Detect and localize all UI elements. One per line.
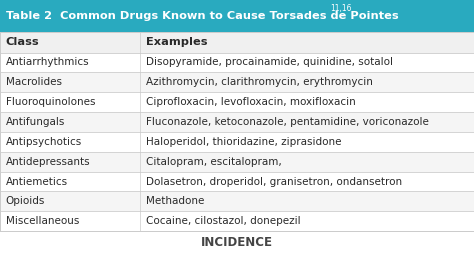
Text: Methadone: Methadone xyxy=(146,196,204,207)
Bar xyxy=(0,132,474,152)
Text: Disopyramide, procainamide, quinidine, sotalol: Disopyramide, procainamide, quinidine, s… xyxy=(146,57,392,68)
Text: Cocaine, cilostazol, donepezil: Cocaine, cilostazol, donepezil xyxy=(146,216,300,226)
Text: Antidepressants: Antidepressants xyxy=(6,157,91,167)
Bar xyxy=(0,112,474,132)
Text: Fluoroquinolones: Fluoroquinolones xyxy=(6,97,95,107)
Text: Azithromycin, clarithromycin, erythromycin: Azithromycin, clarithromycin, erythromyc… xyxy=(146,77,373,87)
Text: Antipsychotics: Antipsychotics xyxy=(6,137,82,147)
Text: 11,16: 11,16 xyxy=(330,4,352,13)
Text: Antiarrhythmics: Antiarrhythmics xyxy=(6,57,89,68)
Text: Class: Class xyxy=(6,37,39,47)
Text: Haloperidol, thioridazine, ziprasidone: Haloperidol, thioridazine, ziprasidone xyxy=(146,137,341,147)
Text: Dolasetron, droperidol, granisetron, ondansetron: Dolasetron, droperidol, granisetron, ond… xyxy=(146,177,401,186)
Bar xyxy=(0,152,474,172)
Bar xyxy=(0,192,474,211)
Text: Examples: Examples xyxy=(146,37,207,47)
Text: Antifungals: Antifungals xyxy=(6,117,65,127)
Text: Macrolides: Macrolides xyxy=(6,77,62,87)
Bar xyxy=(0,53,474,72)
Text: Miscellaneous: Miscellaneous xyxy=(6,216,79,226)
Text: Fluconazole, ketoconazole, pentamidine, voriconazole: Fluconazole, ketoconazole, pentamidine, … xyxy=(146,117,428,127)
Text: Ciprofloxacin, levofloxacin, moxifloxacin: Ciprofloxacin, levofloxacin, moxifloxaci… xyxy=(146,97,356,107)
Bar xyxy=(0,172,474,192)
Bar xyxy=(0,72,474,92)
Bar xyxy=(0,0,474,32)
Bar xyxy=(0,92,474,112)
Text: Table 2  Common Drugs Known to Cause Torsades de Pointes: Table 2 Common Drugs Known to Cause Tors… xyxy=(6,11,398,21)
Text: INCIDENCE: INCIDENCE xyxy=(201,236,273,249)
Text: Opioids: Opioids xyxy=(6,196,45,207)
Text: Citalopram, escitalopram,: Citalopram, escitalopram, xyxy=(146,157,281,167)
Bar xyxy=(0,32,474,53)
Text: Antiemetics: Antiemetics xyxy=(6,177,68,186)
Bar xyxy=(0,211,474,231)
